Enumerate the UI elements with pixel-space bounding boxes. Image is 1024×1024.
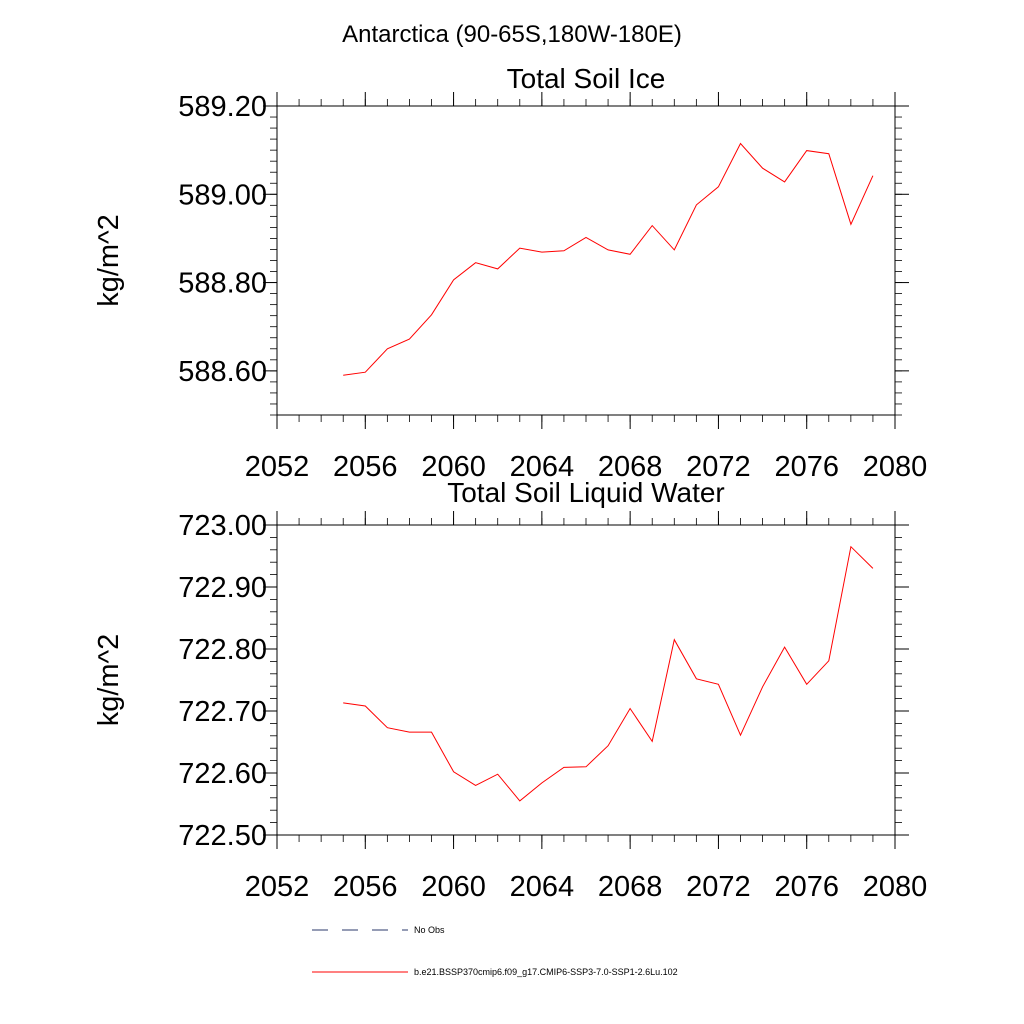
plot-frame bbox=[276, 105, 896, 416]
chart-title: Total Soil Ice bbox=[507, 63, 666, 94]
x-tick-label: 2076 bbox=[774, 871, 839, 903]
x-tick-label: 2072 bbox=[686, 871, 751, 903]
x-tick-label: 2068 bbox=[598, 871, 663, 903]
x-tick-label: 2052 bbox=[245, 451, 310, 483]
series-line bbox=[343, 545, 874, 802]
legend-label-2: b.e21.BSSP370cmip6.f09_g17.CMIP6-SSP3-7.… bbox=[414, 967, 678, 977]
chart-title: Total Soil Liquid Water bbox=[447, 477, 725, 508]
x-tick-label: 2080 bbox=[863, 451, 928, 483]
x-tick-label: 2080 bbox=[863, 871, 928, 903]
x-tick-label: 2076 bbox=[774, 451, 839, 483]
y-tick-label: 722.50 bbox=[178, 820, 267, 852]
x-tick-label: 2072 bbox=[686, 451, 751, 483]
x-tick-label: 2056 bbox=[333, 871, 398, 903]
y-tick-label: 722.80 bbox=[178, 634, 267, 666]
y-tick-label: 722.60 bbox=[178, 758, 267, 790]
page-title: Antarctica (90-65S,180W-180E) bbox=[342, 21, 682, 48]
x-tick-label: 2052 bbox=[245, 871, 310, 903]
y-tick-label: 722.70 bbox=[178, 696, 267, 728]
legend-label-1: No Obs bbox=[414, 925, 445, 935]
chart-panel-2: Total Soil Liquid Water 722.50 722.60 722.7… bbox=[93, 477, 927, 903]
x-tick-label: 2056 bbox=[333, 451, 398, 483]
y-axis-label: kg/m^2 bbox=[93, 634, 125, 727]
legend: No Obs b.e21.BSSP370cmip6.f09_g17.CMIP6-S… bbox=[312, 925, 678, 977]
x-tick-label: 2060 bbox=[421, 871, 486, 903]
y-tick-label: 588.80 bbox=[178, 268, 267, 300]
y-tick-label: 723.00 bbox=[178, 510, 267, 542]
chart-panel-1: Total Soil Ice 588.60 588.80 589.00 589.20 20… bbox=[93, 63, 927, 483]
x-tick-label: 2064 bbox=[510, 871, 575, 903]
y-tick-label: 589.00 bbox=[178, 179, 267, 211]
series-line bbox=[343, 142, 874, 376]
y-axis-label: kg/m^2 bbox=[93, 214, 125, 307]
x-tick-label: 2068 bbox=[598, 451, 663, 483]
y-tick-label: 722.90 bbox=[178, 572, 267, 604]
x-tick-label: 2060 bbox=[421, 451, 486, 483]
y-tick-label: 589.20 bbox=[178, 91, 267, 123]
y-tick-label: 588.60 bbox=[178, 356, 267, 388]
x-tick-label: 2064 bbox=[510, 451, 575, 483]
plots-container: Total Soil Ice 588.60 588.80 589.00 589.20 20… bbox=[93, 63, 927, 903]
plot-frame bbox=[276, 524, 896, 836]
